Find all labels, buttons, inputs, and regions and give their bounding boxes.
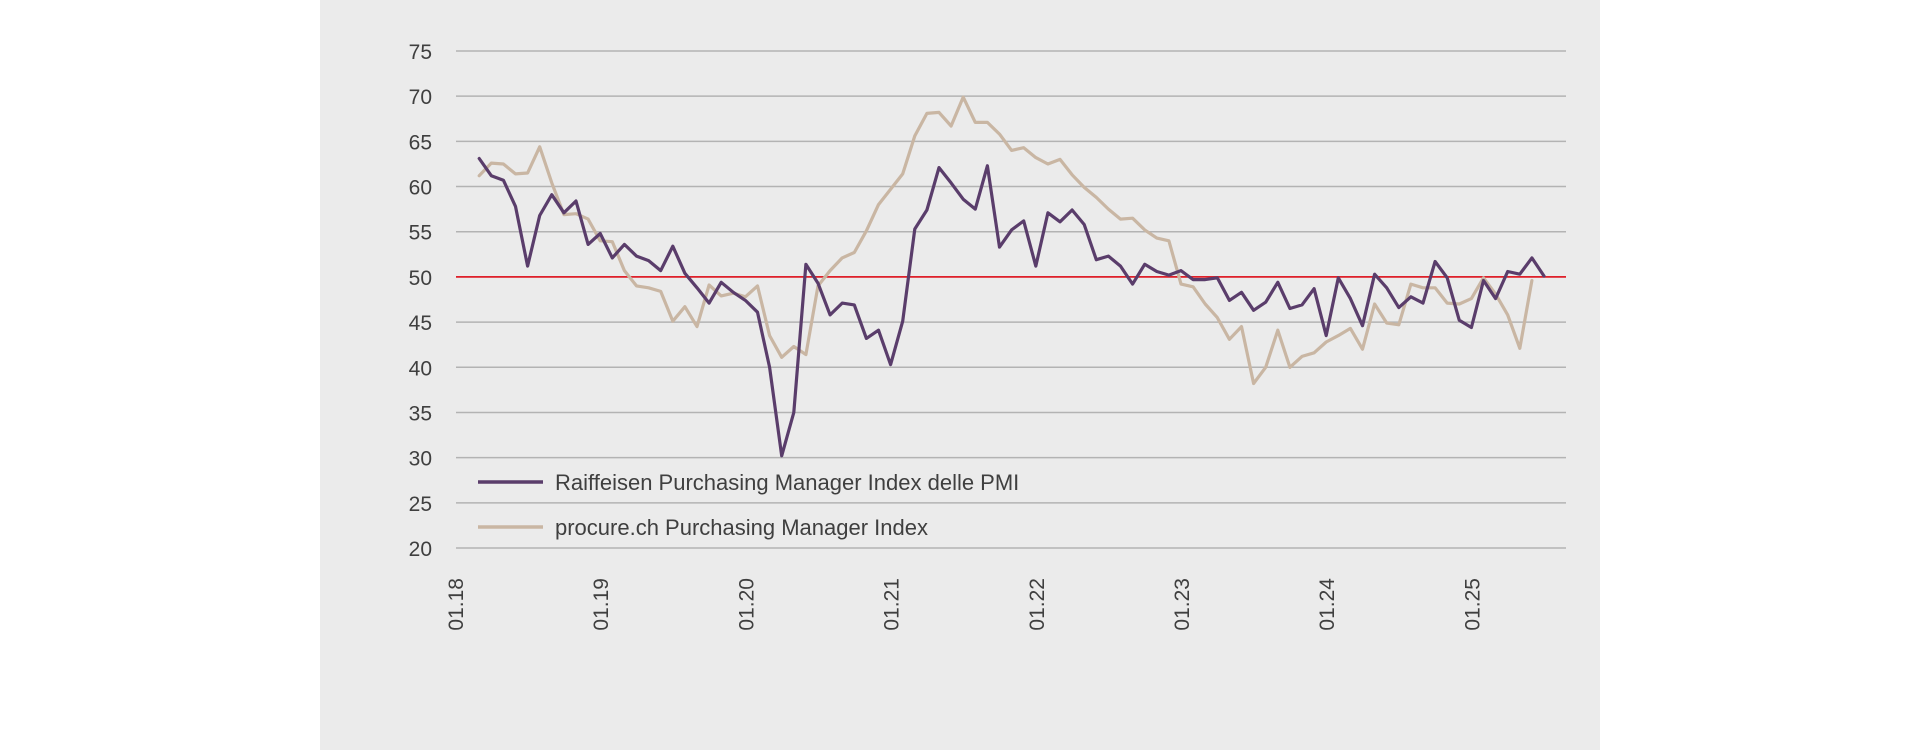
chart-panel <box>320 0 1600 750</box>
y-tick-label: 55 <box>409 222 432 245</box>
x-tick-label: 01.19 <box>590 578 613 631</box>
y-tick-label: 20 <box>409 538 432 561</box>
gridlines <box>456 50 1566 549</box>
y-tick-label: 30 <box>409 448 432 471</box>
x-axis-ticks: 01.18 01.19 01.20 01.21 01.22 01.23 01.24 01.25 <box>445 578 1484 631</box>
x-tick-label: 01.24 <box>1316 578 1339 631</box>
y-tick-label: 75 <box>409 41 432 64</box>
y-tick-label: 70 <box>409 86 432 109</box>
y-tick-label: 35 <box>409 402 432 425</box>
legend-label-raiffeisen: Raiffeisen Purchasing Manager Index dell… <box>555 470 1019 495</box>
y-tick-label: 65 <box>409 131 432 154</box>
x-tick-label: 01.23 <box>1171 578 1194 631</box>
series-line-procure <box>477 95 1534 386</box>
x-tick-label: 01.25 <box>1461 578 1484 631</box>
y-axis-ticks: 75 70 65 60 55 50 45 40 35 30 25 20 <box>409 41 432 561</box>
x-tick-label: 01.21 <box>881 578 904 631</box>
y-tick-label: 50 <box>409 267 432 290</box>
y-tick-label: 25 <box>409 493 432 516</box>
legend: Raiffeisen Purchasing Manager Index dell… <box>478 470 1019 540</box>
series-line-raiffeisen <box>477 156 1546 458</box>
y-tick-label: 60 <box>409 177 432 200</box>
x-tick-label: 01.22 <box>1026 578 1049 631</box>
x-tick-label: 01.18 <box>445 578 468 631</box>
series-lines <box>477 95 1546 458</box>
y-tick-label: 45 <box>409 312 432 335</box>
x-tick-label: 01.20 <box>735 578 758 631</box>
legend-label-procure: procure.ch Purchasing Manager Index <box>555 515 928 540</box>
y-tick-label: 40 <box>409 357 432 380</box>
